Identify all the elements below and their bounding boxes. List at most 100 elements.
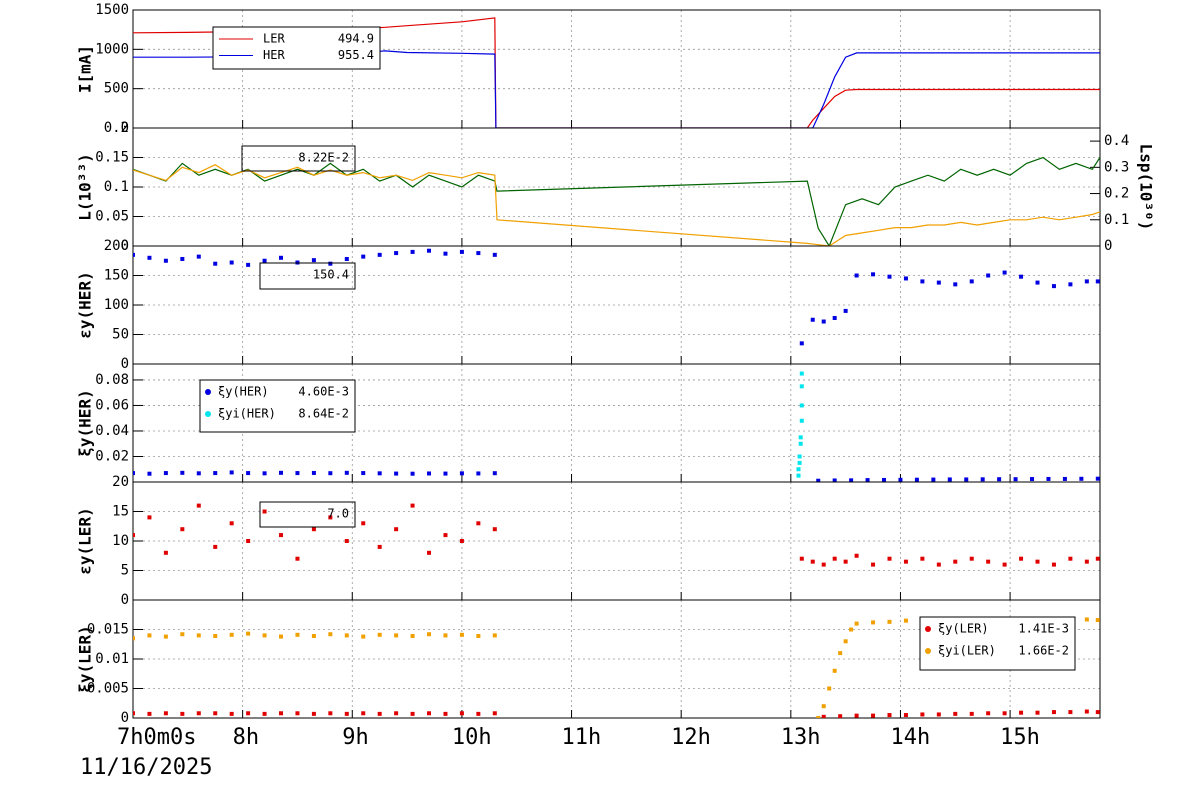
data-point xyxy=(871,562,876,567)
data-point xyxy=(903,559,908,564)
data-point xyxy=(427,711,432,716)
data-point xyxy=(377,252,382,257)
legend-box xyxy=(212,26,381,70)
data-point xyxy=(796,467,801,472)
data-point xyxy=(163,711,168,716)
data-point xyxy=(328,261,333,266)
legend-box xyxy=(259,262,356,290)
data-point xyxy=(492,711,497,716)
data-point xyxy=(843,308,848,313)
data-point xyxy=(246,262,251,267)
y-tick-label: 500 xyxy=(104,81,129,97)
data-point xyxy=(1068,556,1073,561)
y2-tick-label: 0 xyxy=(1104,238,1112,254)
data-point xyxy=(410,503,415,508)
data-point xyxy=(492,252,497,257)
data-point xyxy=(1030,477,1035,482)
y2-axis-title: Lsp(10³⁰) xyxy=(1137,144,1156,231)
data-point xyxy=(920,279,925,284)
data-point xyxy=(849,627,854,632)
data-point xyxy=(213,633,218,638)
data-point xyxy=(1095,710,1100,715)
data-point xyxy=(1002,270,1007,275)
x-tick-label: 13h xyxy=(781,725,821,750)
data-point xyxy=(133,636,135,641)
legend-label: ξyi(LER) xyxy=(938,644,996,658)
data-point xyxy=(196,471,201,476)
data-point xyxy=(229,521,234,526)
data-point xyxy=(295,711,300,716)
data-point xyxy=(295,632,300,637)
data-point xyxy=(871,620,876,625)
data-point xyxy=(361,711,366,716)
data-point xyxy=(262,258,267,263)
data-point xyxy=(1035,559,1040,564)
data-point xyxy=(410,633,415,638)
y-axis-title: εy(HER) xyxy=(76,271,95,338)
data-point xyxy=(816,716,821,718)
data-point xyxy=(903,618,908,623)
data-point xyxy=(295,471,300,476)
data-point xyxy=(279,711,284,716)
data-point xyxy=(1068,282,1073,287)
data-point xyxy=(163,471,168,476)
data-point xyxy=(443,251,448,256)
y-axis-title: L(10³³) xyxy=(76,153,95,220)
data-point xyxy=(980,477,985,482)
data-point xyxy=(213,544,218,549)
data-point xyxy=(796,473,801,478)
data-point xyxy=(854,621,859,626)
legend-value: 494.9 xyxy=(338,32,374,46)
data-point xyxy=(427,471,432,476)
data-point xyxy=(163,550,168,555)
data-point xyxy=(1002,711,1007,716)
data-point xyxy=(832,556,837,561)
data-point xyxy=(246,711,251,716)
data-point xyxy=(147,471,152,476)
data-point xyxy=(328,711,333,716)
x-tick-label: 11h xyxy=(562,725,602,750)
data-point xyxy=(459,711,464,716)
data-point xyxy=(133,252,135,257)
data-point xyxy=(246,631,251,636)
data-point xyxy=(797,454,802,459)
y-tick-label: 0.02 xyxy=(95,448,129,464)
data-point xyxy=(854,553,859,558)
data-point xyxy=(410,249,415,254)
data-point xyxy=(394,251,399,256)
data-point xyxy=(882,477,887,482)
y-axis-title: ξy(HER) xyxy=(76,389,95,456)
data-point xyxy=(410,711,415,716)
data-point xyxy=(394,471,399,476)
data-point xyxy=(936,280,941,285)
y-tick-label: 1000 xyxy=(95,41,129,57)
data-point xyxy=(920,556,925,561)
x-tick-label: 8h xyxy=(233,725,260,750)
data-point xyxy=(969,711,974,716)
data-point xyxy=(443,711,448,716)
data-point xyxy=(832,315,837,320)
data-point xyxy=(1002,562,1007,567)
legend-value: 1.66E-2 xyxy=(1018,644,1069,658)
y-tick-label: 50 xyxy=(112,327,129,343)
data-point xyxy=(311,258,316,263)
data-point xyxy=(854,273,859,278)
data-point xyxy=(410,471,415,476)
data-point xyxy=(459,471,464,476)
data-point xyxy=(799,384,804,389)
data-point xyxy=(953,559,958,564)
data-point xyxy=(1095,279,1100,284)
data-point xyxy=(865,478,870,482)
data-point xyxy=(311,711,316,716)
data-point xyxy=(843,639,848,644)
data-point xyxy=(986,273,991,278)
y2-tick-label: 0.2 xyxy=(1104,186,1129,202)
data-point xyxy=(986,711,991,716)
legend-label: ξy(LER) xyxy=(938,622,989,636)
data-point xyxy=(147,633,152,638)
data-point xyxy=(344,711,349,716)
y2-tick-label: 0.1 xyxy=(1104,212,1129,228)
data-point xyxy=(279,470,284,475)
data-point xyxy=(213,711,218,716)
data-point xyxy=(377,632,382,637)
